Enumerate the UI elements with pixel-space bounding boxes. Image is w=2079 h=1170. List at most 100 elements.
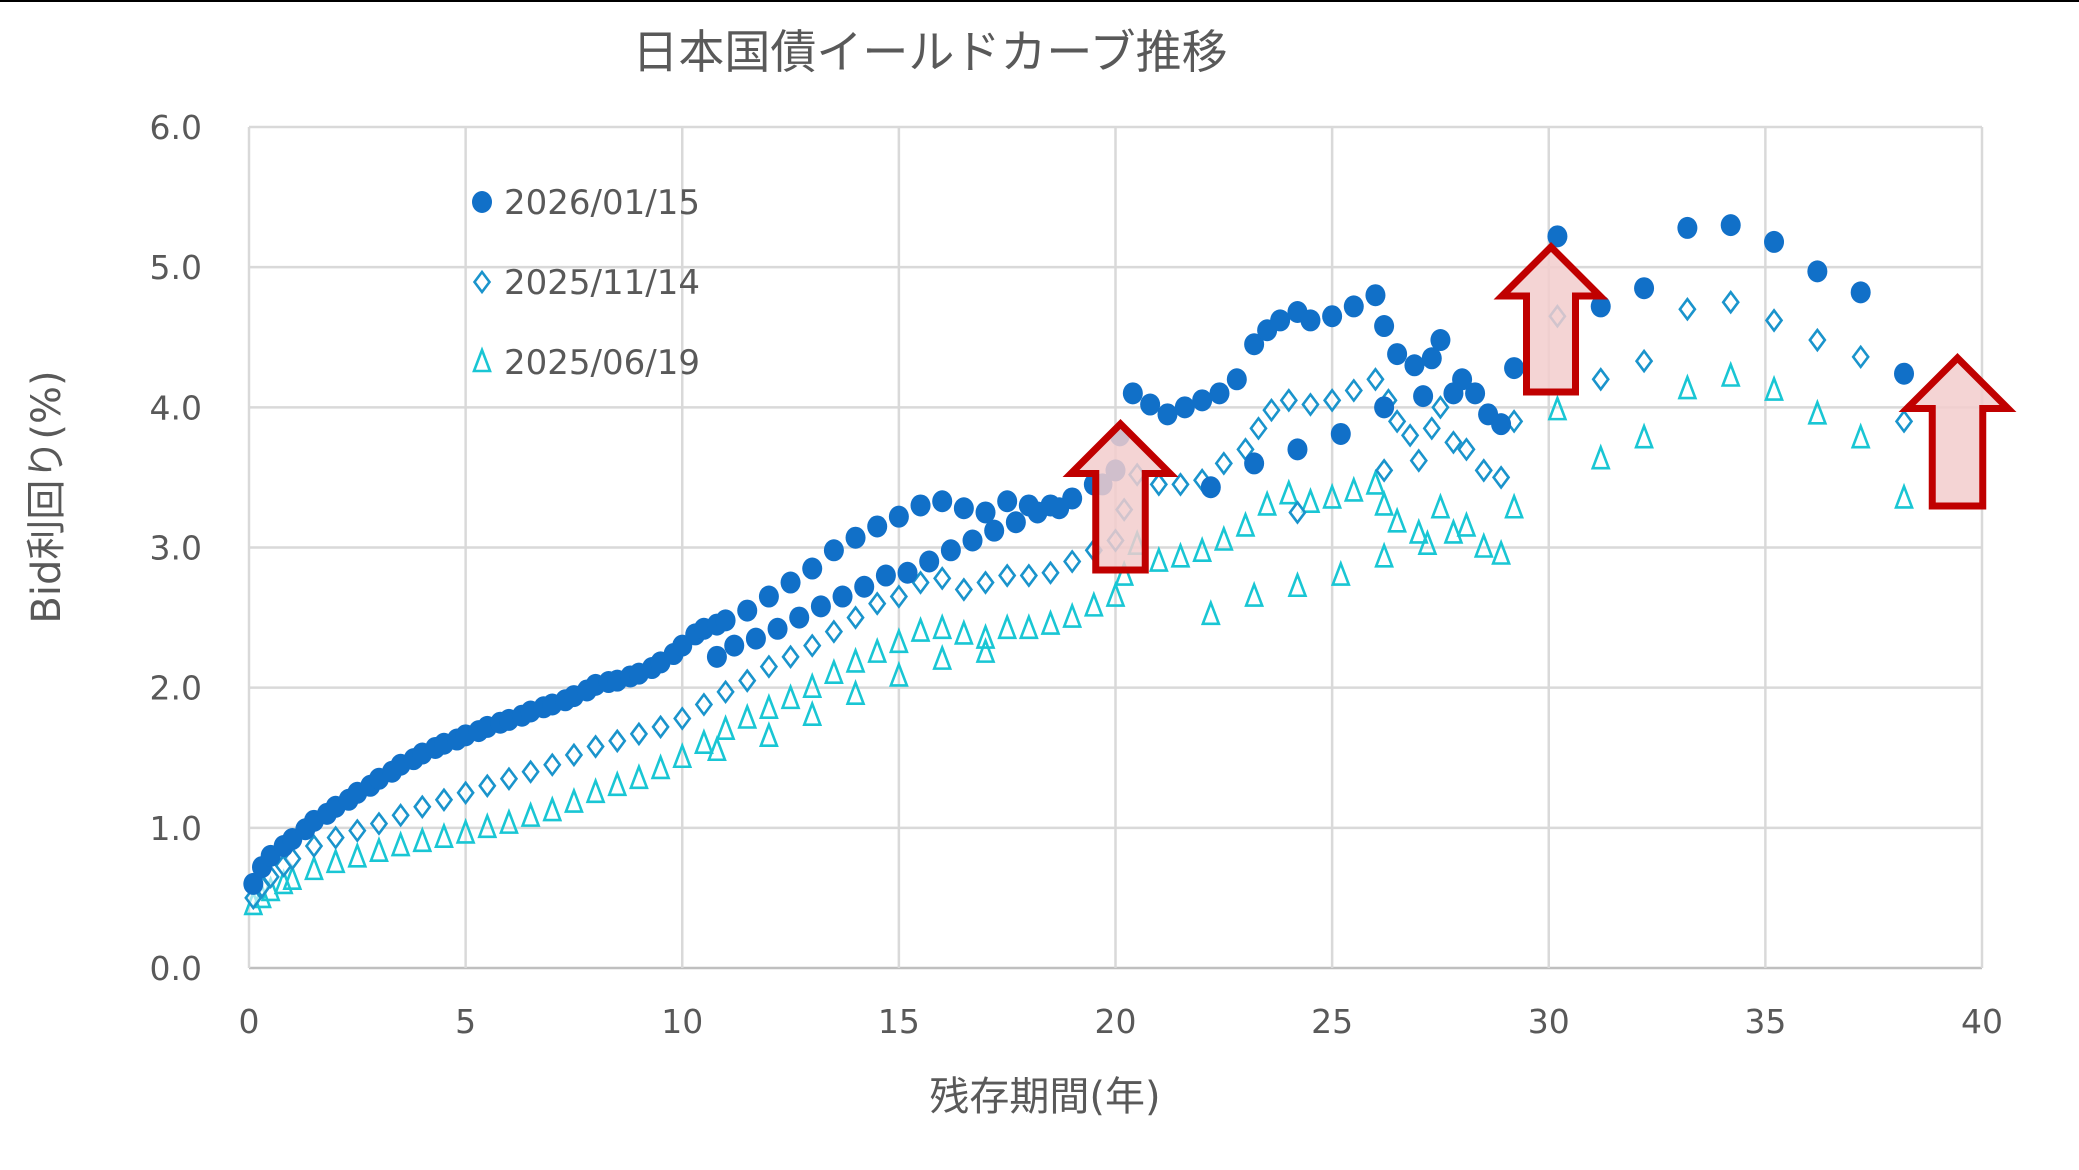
data-point-circle bbox=[1491, 413, 1512, 436]
data-point-diamond bbox=[1457, 437, 1476, 462]
data-point-triangle bbox=[997, 613, 1018, 640]
data-point-diamond bbox=[673, 706, 692, 731]
data-point-circle bbox=[706, 645, 727, 668]
data-point-triangle bbox=[737, 702, 758, 729]
data-point-diamond bbox=[889, 584, 908, 609]
data-point-circle bbox=[1452, 368, 1473, 391]
data-point-triangle bbox=[1062, 601, 1083, 628]
data-point-circle bbox=[832, 585, 853, 608]
data-point-diamond bbox=[716, 679, 735, 705]
data-point-triangle bbox=[282, 864, 303, 890]
y-tick-label: 0.0 bbox=[150, 949, 202, 988]
data-point-diamond bbox=[543, 752, 562, 777]
data-point-triangle bbox=[1244, 580, 1265, 607]
data-point-diamond bbox=[1721, 290, 1740, 315]
data-point-diamond bbox=[1444, 430, 1463, 455]
data-point-circle bbox=[910, 494, 931, 517]
data-point-circle bbox=[932, 490, 953, 513]
data-point-diamond bbox=[1422, 416, 1441, 441]
legend-item-2025-06-19: 2025/06/19 bbox=[472, 343, 700, 383]
data-point-circle bbox=[1209, 382, 1230, 405]
data-point-triangle bbox=[759, 721, 779, 748]
data-point-diamond bbox=[1491, 465, 1511, 490]
data-point-circle bbox=[810, 595, 831, 618]
data-point-triangle bbox=[325, 847, 346, 874]
data-point-circle bbox=[1343, 295, 1364, 318]
data-point-diamond bbox=[846, 605, 865, 630]
data-point-circle bbox=[953, 497, 974, 520]
data-point-triangle bbox=[1040, 608, 1061, 635]
data-point-diamond bbox=[1409, 448, 1428, 473]
data-point-triangle bbox=[585, 777, 606, 804]
data-point-triangle bbox=[434, 821, 454, 848]
data-point-diamond bbox=[391, 803, 410, 828]
data-point-triangle bbox=[845, 646, 866, 673]
data-point-circle bbox=[875, 564, 896, 587]
data-point-diamond bbox=[1474, 458, 1493, 483]
x-tick-label: 40 bbox=[1961, 1002, 2003, 1041]
data-point-triangle bbox=[1764, 374, 1784, 401]
data-point-circle bbox=[1421, 347, 1442, 370]
data-point-circle bbox=[1027, 501, 1048, 524]
data-point-circle bbox=[919, 550, 940, 573]
data-point-triangle bbox=[1720, 360, 1741, 387]
data-point-diamond bbox=[1678, 297, 1697, 322]
data-point-triangle bbox=[369, 836, 389, 862]
x-tick-label: 35 bbox=[1744, 1002, 1786, 1041]
data-point-circle bbox=[1174, 396, 1195, 419]
data-point-circle bbox=[823, 539, 844, 562]
data-point-triangle bbox=[455, 817, 476, 844]
data-point-triangle bbox=[1417, 529, 1438, 555]
data-point-triangle bbox=[499, 807, 519, 834]
data-point-triangle bbox=[1083, 590, 1104, 617]
data-point-diamond bbox=[304, 833, 324, 859]
data-point-triangle bbox=[347, 841, 368, 868]
data-point-circle bbox=[845, 526, 866, 549]
data-point-diamond bbox=[1262, 397, 1281, 423]
data-point-triangle bbox=[1257, 489, 1278, 516]
data-point-circle bbox=[1634, 277, 1655, 300]
data-point-diamond bbox=[1634, 348, 1654, 374]
data-point-diamond bbox=[1591, 367, 1610, 392]
data-point-diamond bbox=[933, 566, 952, 591]
data-point-circle bbox=[1157, 403, 1178, 426]
data-point-diamond bbox=[521, 759, 540, 784]
data-point-triangle bbox=[1590, 443, 1611, 470]
data-point-diamond bbox=[1041, 560, 1060, 585]
legend-label: 2025/11/14 bbox=[504, 263, 700, 303]
data-point-circle bbox=[962, 529, 983, 552]
x-tick-label: 30 bbox=[1528, 1002, 1570, 1041]
data-point-circle bbox=[1547, 225, 1568, 248]
data-point-circle bbox=[867, 515, 888, 538]
data-point-circle bbox=[1322, 305, 1343, 328]
data-point-circle bbox=[737, 599, 758, 622]
data-point-diamond bbox=[1301, 392, 1320, 417]
data-point-diamond bbox=[478, 773, 497, 798]
data-points bbox=[243, 214, 1915, 916]
data-point-triangle bbox=[1148, 545, 1169, 572]
legend: 2026/01/15 2025/11/14 2025/06/19 bbox=[472, 183, 700, 383]
x-tick-labels: 0 5 10 15 20 25 30 35 40 bbox=[239, 1002, 2004, 1041]
data-point-diamond bbox=[1851, 344, 1870, 370]
data-point-triangle bbox=[1547, 394, 1568, 421]
data-point-triangle bbox=[1105, 580, 1126, 607]
data-point-triangle bbox=[824, 657, 844, 684]
data-point-diamond bbox=[1374, 458, 1394, 483]
data-point-triangle bbox=[1677, 373, 1698, 400]
data-point-diamond bbox=[472, 269, 492, 295]
data-point-diamond bbox=[348, 818, 367, 843]
data-point-triangle bbox=[1443, 517, 1464, 544]
data-point-triangle bbox=[472, 346, 492, 373]
y-tick-label: 1.0 bbox=[150, 809, 202, 848]
data-point-triangle bbox=[975, 636, 996, 663]
data-point-circle bbox=[758, 585, 779, 608]
data-point-circle bbox=[1330, 422, 1351, 445]
y-tick-label: 3.0 bbox=[150, 529, 202, 568]
x-tick-label: 10 bbox=[661, 1002, 703, 1041]
data-point-triangle bbox=[1374, 541, 1394, 568]
data-point-triangle bbox=[888, 627, 909, 654]
data-point-triangle bbox=[1213, 524, 1234, 551]
data-point-triangle bbox=[1278, 478, 1299, 505]
data-point-circle bbox=[472, 191, 492, 213]
